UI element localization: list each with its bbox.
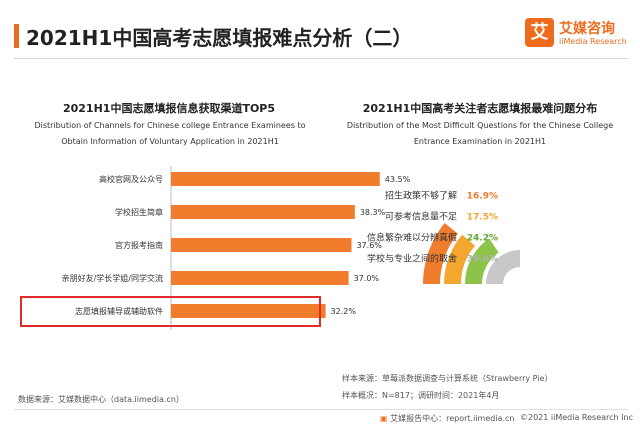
iimedia-logo: 艾 艾媒咨询 iiMedia Research [525,14,630,54]
page-title: 2021H1中国高考志愿填报难点分析（二） [26,26,413,50]
highlight-box [20,296,321,327]
radial-category-label: 学校与专业之间的取舍 [367,253,457,265]
bar-value-label: 37.6% [356,241,382,250]
radial-chart-title: 2021H1中国高考关注者志愿填报最难问题分布 [362,102,598,115]
radial-bar [423,222,458,284]
report-center-link: ▣ 艾媒报告中心：report.iimedia.cn [380,413,514,424]
radial-value-label: 39.0% [467,255,498,265]
title-divider [14,58,628,59]
report-center: 艾媒报告中心：report.iimedia.cn [390,414,515,423]
radial-value-label: 24.2% [467,234,498,244]
bar-category-label: 亲朋好友/学长学姐/同学交流 [62,273,163,283]
radial-value-label: 17.5% [467,213,498,223]
logo-name-en: iiMedia Research [559,37,627,46]
copyright: ©2021 iiMedia Research Inc [520,413,633,422]
bar-value-label: 43.5% [385,175,411,184]
sample-source: 样本来源：草莓派数据调查与计算系统（Strawberry Pie） [342,374,553,383]
radial-bar [486,250,520,284]
bar-category-label: 志愿填报辅导或辅助软件 [75,306,163,316]
radial-bar [465,238,499,284]
bar [171,238,352,252]
logo-name-cn: 艾媒咨询 [559,21,615,37]
footer-divider [14,409,628,410]
bar [171,304,326,318]
bar-value-label: 37.0% [354,274,380,283]
radial-category-label: 信息繁杂难以分辨真假 [367,232,457,244]
logo-mark: 艾 [525,18,554,47]
bar [171,172,380,186]
radial-value-label: 16.9% [467,192,498,202]
bar [171,205,355,219]
radial-bar [444,234,476,284]
bar-category-label: 官方报考指南 [115,240,163,250]
bar-category-label: 学校招生简章 [115,207,163,217]
bar-chart-subtitle-en: Distribution of Channels for Chinese col… [34,121,306,146]
radial-chart-subtitle-en: Distribution of the Most Difficult Quest… [346,121,614,146]
bar-value-label: 38.3% [360,208,386,217]
radial-category-label: 可参考信息量不足 [385,211,457,223]
bar [171,271,349,285]
bar-chart-title: 2021H1中国志愿填报信息获取渠道TOP5 [62,102,276,115]
title-accent-bar [14,24,19,48]
footer-logo-icon: ▣ [380,414,388,423]
sample-info: 样本概况：N=817；调研时间：2021年4月 [342,391,500,400]
bar-value-label: 32.2% [331,307,357,316]
data-source: 数据来源：艾媒数据中心（data.iimedia.cn） [18,395,184,404]
radial-category-label: 招生政策不够了解 [385,190,457,202]
bar-category-label: 高校官网及公众号 [99,174,163,184]
